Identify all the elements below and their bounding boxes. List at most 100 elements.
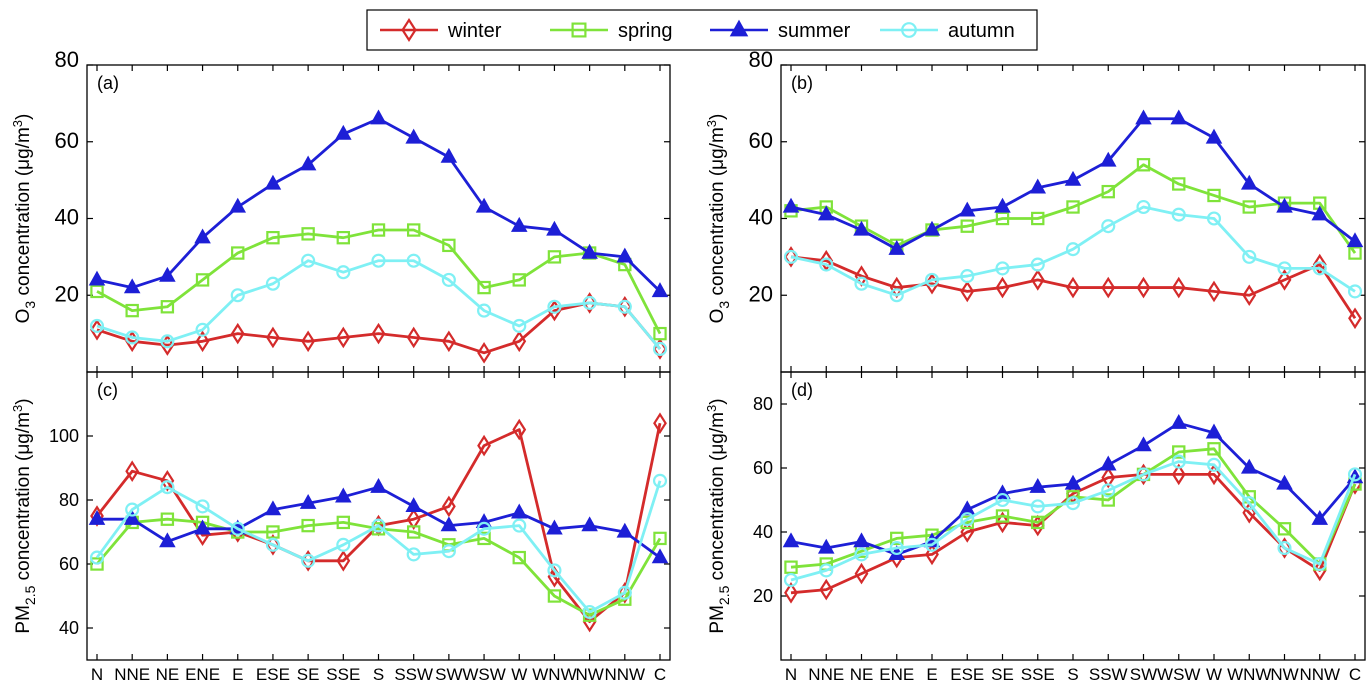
- series-line-spring: [790, 163, 1357, 254]
- data-point-spring: [1172, 445, 1186, 459]
- data-point-spring: [266, 525, 280, 539]
- data-point-autumn: [301, 253, 316, 268]
- data-point-summer: [923, 220, 941, 236]
- x-tick-label: NW: [575, 665, 603, 684]
- x-tick-label: NE: [156, 665, 180, 684]
- y-tick-label: 40: [55, 205, 79, 230]
- data-point-winter: [617, 295, 632, 318]
- y-tick-label: 20: [55, 281, 79, 306]
- y-axis-label-rest: concentration (μg/m: [707, 412, 728, 586]
- x-tick-label: NNW: [1299, 665, 1340, 684]
- data-point-spring: [125, 303, 139, 318]
- legend-label-autumn: autumn: [948, 20, 1015, 42]
- data-point-autumn: [617, 585, 632, 600]
- data-point-winter: [441, 495, 456, 518]
- data-point-spring: [1031, 515, 1045, 530]
- data-point-summer: [159, 266, 176, 282]
- data-point-autumn: [819, 563, 834, 578]
- y-tick-label: 100: [49, 426, 79, 446]
- x-tick-label: NNE: [808, 665, 844, 684]
- legend-marker-winter: [401, 17, 417, 43]
- series-line-autumn: [790, 205, 1356, 297]
- data-point-autumn: [336, 265, 351, 280]
- y-tick-label: 80: [749, 47, 773, 72]
- data-point-winter: [477, 342, 491, 364]
- data-point-autumn: [371, 518, 386, 533]
- x-tick-label: W: [511, 665, 527, 684]
- x-tick-label: NNE: [114, 665, 150, 684]
- x-tick-label: S: [373, 665, 384, 684]
- panel-label: (c): [97, 380, 118, 400]
- y-tick-label: 60: [55, 128, 79, 153]
- data-point-spring: [1348, 246, 1362, 260]
- series-autumn: [783, 454, 1363, 588]
- y-axis-label: O3 concentration (μg/m3): [704, 114, 732, 324]
- data-point-summer: [1029, 477, 1047, 493]
- x-tick-label: C: [1349, 665, 1361, 684]
- data-point-summer: [1029, 178, 1047, 194]
- data-point-summer: [123, 509, 141, 525]
- x-tick-label: N: [785, 665, 797, 684]
- data-point-spring: [547, 589, 562, 603]
- x-tick-label: SE: [297, 665, 320, 684]
- data-point-summer: [510, 216, 528, 232]
- legend-entry-spring: spring: [550, 20, 672, 42]
- data-point-winter: [1066, 276, 1080, 299]
- data-point-summer: [1099, 151, 1117, 167]
- x-tick-label: S: [1067, 665, 1078, 684]
- data-point-summer: [994, 197, 1011, 213]
- data-point-summer: [546, 519, 563, 535]
- data-point-winter: [925, 543, 939, 566]
- data-point-autumn: [995, 261, 1010, 276]
- data-point-autumn: [512, 318, 527, 333]
- data-point-autumn: [512, 518, 527, 533]
- data-point-winter: [617, 582, 632, 604]
- data-point-autumn: [995, 492, 1010, 508]
- data-point-autumn: [652, 341, 668, 357]
- data-point-summer: [88, 509, 106, 525]
- data-point-spring: [960, 219, 974, 233]
- data-point-spring: [1066, 200, 1080, 214]
- data-point-winter: [1207, 463, 1221, 486]
- data-point-spring: [1242, 200, 1256, 214]
- data-point-autumn: [1312, 261, 1327, 276]
- data-point-summer: [335, 124, 352, 140]
- data-point-summer: [335, 487, 352, 503]
- panel-label: (a): [97, 73, 119, 93]
- data-point-autumn: [1347, 284, 1363, 299]
- series-line-summer: [96, 117, 661, 293]
- data-point-autumn: [617, 299, 632, 314]
- data-point-winter: [819, 578, 834, 601]
- data-point-summer: [581, 243, 598, 259]
- y-axis-label-end: ): [13, 114, 34, 120]
- data-point-winter: [1277, 269, 1292, 291]
- legend-marker-spring: [571, 22, 587, 38]
- data-point-spring: [160, 300, 175, 314]
- data-point-winter: [1348, 307, 1362, 330]
- y-axis-label-main: O: [13, 309, 34, 324]
- y-axis-label-sup: 3: [704, 405, 719, 412]
- data-point-summer: [405, 128, 422, 144]
- data-point-summer: [1064, 170, 1082, 186]
- y-axis-label-main: PM: [707, 605, 728, 634]
- data-point-spring: [1101, 184, 1115, 199]
- x-tick-label: E: [232, 665, 243, 684]
- data-point-summer: [616, 247, 634, 263]
- data-point-winter: [1030, 269, 1045, 291]
- data-point-winter: [195, 330, 210, 353]
- data-point-autumn: [819, 257, 834, 272]
- x-tick-label: WNW: [532, 665, 576, 684]
- data-point-summer: [88, 270, 106, 286]
- series-summer: [88, 109, 669, 298]
- data-point-spring: [1031, 211, 1045, 226]
- data-point-autumn: [1030, 257, 1045, 272]
- data-point-spring: [547, 250, 562, 264]
- series-autumn: [783, 199, 1363, 303]
- data-point-summer: [1240, 174, 1258, 190]
- legend-entry-autumn: autumn: [880, 20, 1015, 42]
- data-point-winter: [784, 582, 798, 604]
- data-point-summer: [1135, 436, 1152, 452]
- y-axis-label-rest: concentration (μg/m: [13, 412, 34, 586]
- y-axis-label-main: O: [707, 309, 728, 324]
- data-point-winter: [995, 276, 1010, 299]
